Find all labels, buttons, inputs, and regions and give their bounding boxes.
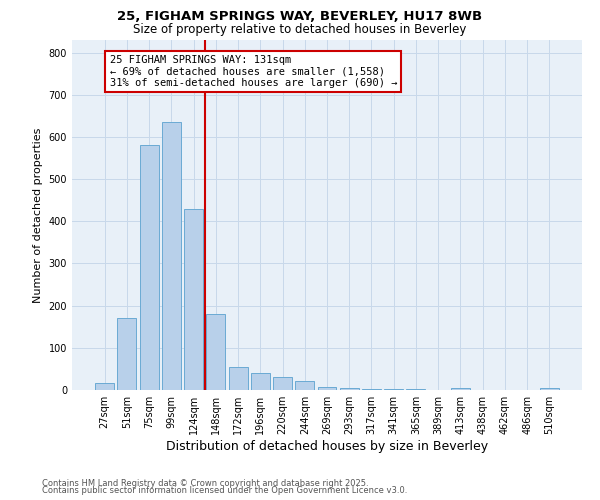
X-axis label: Distribution of detached houses by size in Beverley: Distribution of detached houses by size … — [166, 440, 488, 453]
Bar — [184, 208, 203, 390]
Text: Contains HM Land Registry data © Crown copyright and database right 2025.: Contains HM Land Registry data © Crown c… — [42, 478, 368, 488]
Bar — [162, 122, 181, 390]
Text: 25, FIGHAM SPRINGS WAY, BEVERLEY, HU17 8WB: 25, FIGHAM SPRINGS WAY, BEVERLEY, HU17 8… — [118, 10, 482, 23]
Bar — [229, 367, 248, 390]
Bar — [206, 314, 225, 390]
Text: 25 FIGHAM SPRINGS WAY: 131sqm
← 69% of detached houses are smaller (1,558)
31% o: 25 FIGHAM SPRINGS WAY: 131sqm ← 69% of d… — [110, 55, 397, 88]
Text: Size of property relative to detached houses in Beverley: Size of property relative to detached ho… — [133, 22, 467, 36]
Y-axis label: Number of detached properties: Number of detached properties — [33, 128, 43, 302]
Bar — [140, 146, 158, 390]
Bar — [317, 386, 337, 390]
Bar — [451, 388, 470, 390]
Bar — [251, 373, 270, 390]
Bar — [384, 388, 403, 390]
Bar — [340, 388, 359, 390]
Bar — [273, 376, 292, 390]
Bar — [118, 318, 136, 390]
Text: Contains public sector information licensed under the Open Government Licence v3: Contains public sector information licen… — [42, 486, 407, 495]
Bar — [295, 380, 314, 390]
Bar — [540, 388, 559, 390]
Bar — [362, 388, 381, 390]
Bar — [406, 389, 425, 390]
Bar — [95, 383, 114, 390]
